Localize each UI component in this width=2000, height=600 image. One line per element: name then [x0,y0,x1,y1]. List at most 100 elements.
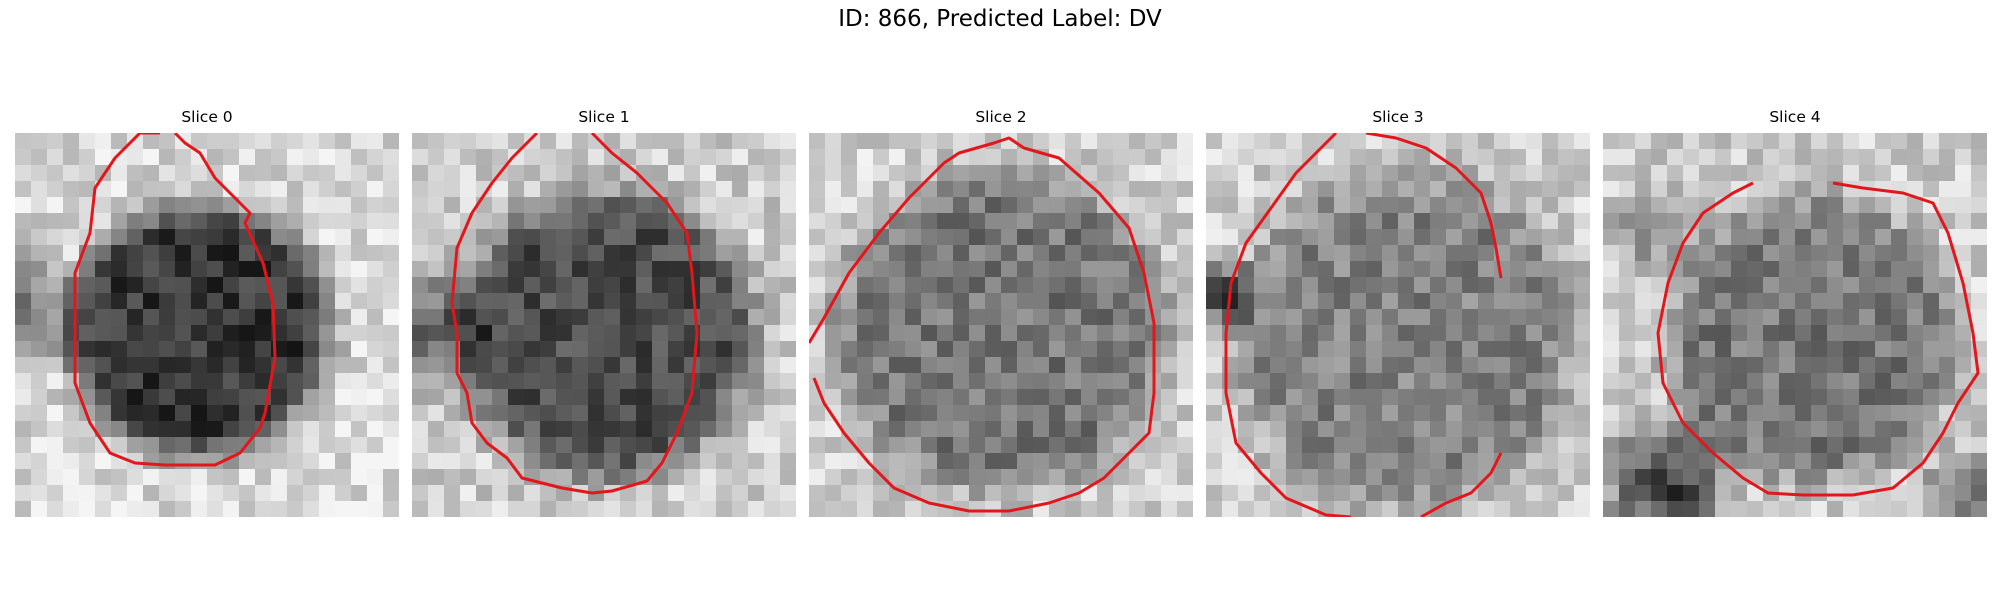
pixel [764,277,781,294]
pixel [508,325,525,342]
pixel [1382,437,1399,454]
pixel [1619,389,1636,406]
pixel [95,261,112,278]
pixel [1366,181,1383,198]
pixel [1398,309,1415,326]
pixel [1478,341,1495,358]
pixel [1049,245,1066,262]
pixel [1827,389,1844,406]
pixel [700,309,717,326]
pixel [63,453,80,470]
pixel [1414,277,1431,294]
pixel [1286,501,1303,517]
pixel [1574,165,1590,182]
pixel [1939,309,1956,326]
pixel [1001,165,1018,182]
pixel [1603,277,1620,294]
pixel [1542,437,1559,454]
pixel [79,453,96,470]
pixel [351,357,368,374]
pixel [287,373,304,390]
pixel [1955,325,1972,342]
pixel [1113,501,1130,517]
pixel [1254,373,1271,390]
pixel [1097,437,1114,454]
pixel [1334,325,1351,342]
pixel [1382,213,1399,230]
pixel [1033,261,1050,278]
pixel [1635,357,1652,374]
pixel [1795,389,1812,406]
pixel [1843,341,1860,358]
pixel [1238,181,1255,198]
pixel [1795,469,1812,486]
pixel [921,277,938,294]
pixel [825,389,842,406]
pixel [1478,421,1495,438]
pixel [428,229,445,246]
pixel [492,149,509,166]
pixel [841,373,858,390]
pixel [732,213,749,230]
pixel [937,213,954,230]
pixel [428,341,445,358]
pixel [1955,341,1972,358]
pixel [937,277,954,294]
pixel [1161,469,1178,486]
pixel [1270,277,1287,294]
pixel [1923,245,1940,262]
pixel [31,277,48,294]
pixel [1446,293,1463,310]
pixel [604,469,621,486]
pixel [383,229,399,246]
pixel [652,245,669,262]
pixel [1177,277,1193,294]
pixel [1715,501,1732,517]
pixel [1907,293,1924,310]
pixel [1001,389,1018,406]
pixel [1526,341,1543,358]
pixel [809,469,826,486]
pixel [1334,213,1351,230]
pixel [508,165,525,182]
pixel [1286,341,1303,358]
pixel [1254,149,1271,166]
pixel [716,325,733,342]
pixel [985,341,1002,358]
pixel [809,341,826,358]
pixel [1827,325,1844,342]
pixel [383,293,399,310]
pixel [1907,229,1924,246]
pixel [1667,437,1684,454]
pixel [1526,181,1543,198]
pixel [143,165,160,182]
pixel [668,357,685,374]
pixel [303,149,320,166]
pixel [127,485,144,502]
pixel [1161,245,1178,262]
pixel [191,229,208,246]
pixel [1603,165,1620,182]
pixel [1206,357,1223,374]
pixel [1302,197,1319,214]
pixel [572,453,589,470]
pixel [1049,133,1066,150]
pixel [492,325,509,342]
pixel [303,245,320,262]
pixel [492,245,509,262]
pixel [985,309,1002,326]
pixel [1414,293,1431,310]
pixel [700,165,717,182]
pixel [159,149,176,166]
pixel [857,181,874,198]
pixel [572,405,589,422]
pixel [889,453,906,470]
pixel [1603,373,1620,390]
pixel [1049,325,1066,342]
pixel [412,357,429,374]
pixel [873,357,890,374]
pixel [1350,213,1367,230]
pixel [1017,373,1034,390]
pixel [1270,373,1287,390]
pixel [175,229,192,246]
